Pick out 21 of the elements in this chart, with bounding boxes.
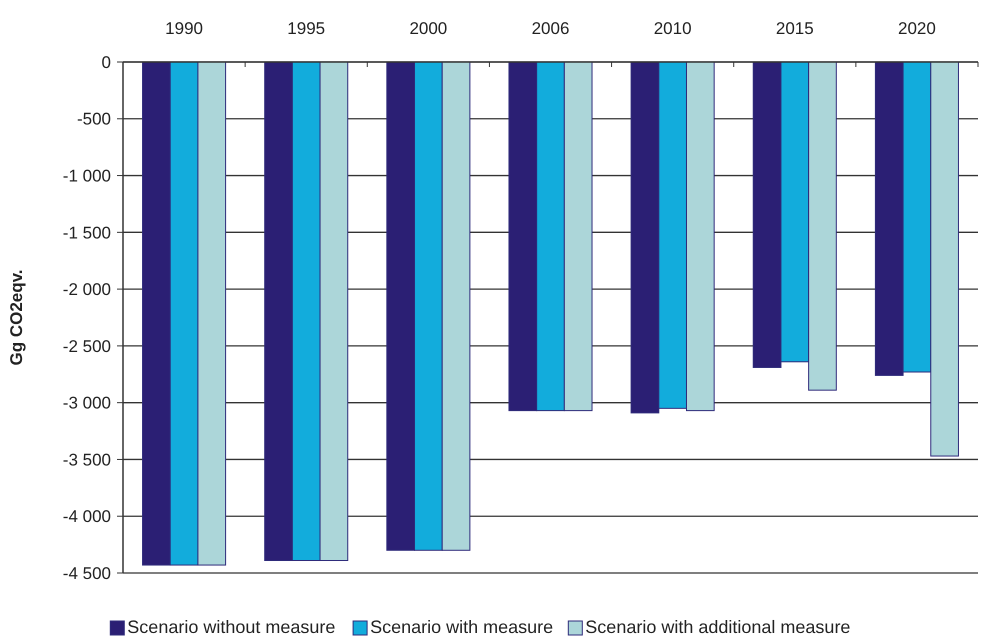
y-tick-label: -3 500	[62, 450, 111, 470]
legend-label: Scenario with measure	[370, 617, 554, 637]
x-tick-label: 2000	[409, 19, 448, 38]
x-tick-label: 2020	[898, 19, 936, 38]
legend-label: Scenario without measure	[127, 617, 336, 637]
x-tick-label: 1990	[165, 19, 203, 38]
legend-label: Scenario with additional measure	[585, 617, 850, 637]
x-tick-label: 2006	[532, 19, 570, 38]
x-tick-label: 2015	[776, 19, 814, 38]
y-tick-label: -4 000	[62, 507, 111, 526]
y-axis-title: Gg CO2eqv.	[7, 269, 26, 366]
y-tick-label: -4 500	[62, 564, 111, 583]
y-tick-label: 0	[102, 52, 111, 72]
x-tick-label: 1995	[287, 19, 326, 38]
x-tick-label: 2010	[654, 19, 692, 38]
y-tick-label: -1 000	[62, 166, 111, 186]
y-tick-label: -2 500	[62, 336, 111, 356]
y-tick-label: -2 000	[62, 280, 111, 300]
y-tick-label: -1 500	[62, 223, 111, 242]
y-tick-label: -3 000	[62, 394, 111, 413]
y-tick-label: -500	[76, 110, 111, 129]
